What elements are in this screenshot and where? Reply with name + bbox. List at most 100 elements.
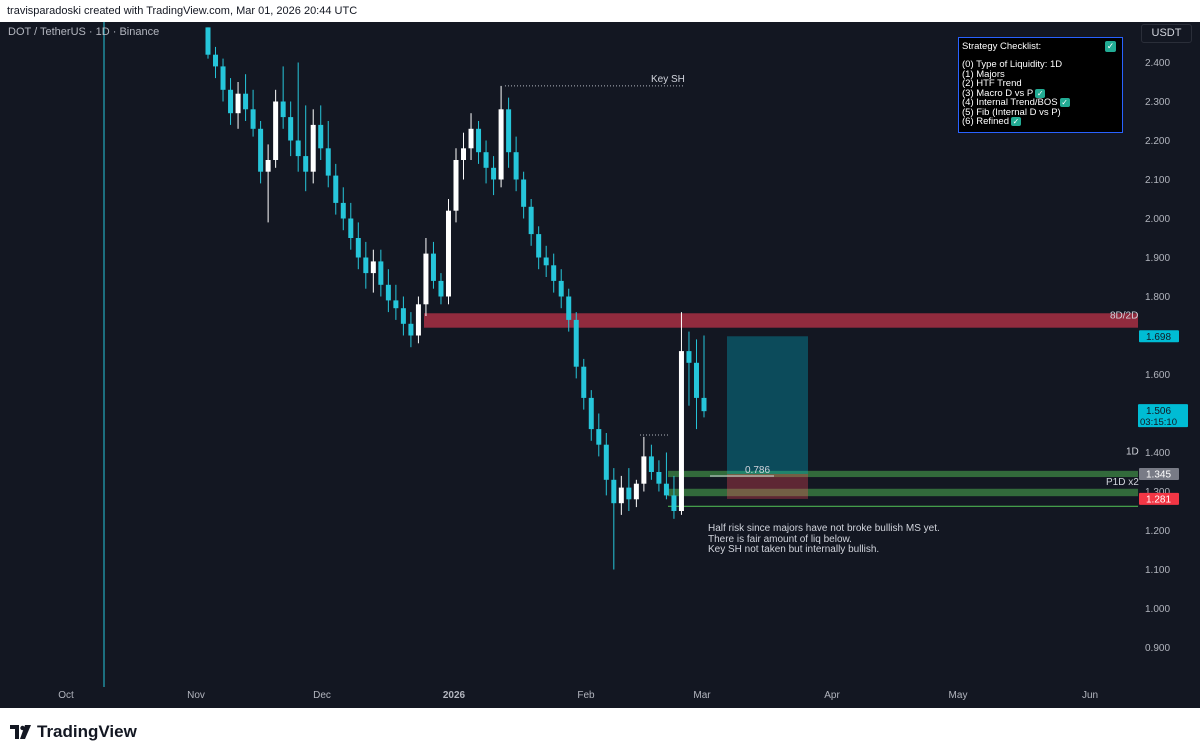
candle: [235, 82, 241, 129]
candle-body: [648, 456, 654, 472]
candle: [415, 296, 421, 344]
candle-body: [633, 483, 639, 500]
checklist-item: (2) HTF Trend: [962, 79, 1070, 89]
target-price-tag-bg: [1139, 330, 1179, 343]
candle: [445, 199, 451, 305]
footer-bar: TradingView: [0, 708, 1200, 753]
candle-body: [678, 351, 684, 511]
attribution-text: travisparadoski created with TradingView…: [7, 5, 358, 17]
zones-layer: [424, 313, 1138, 507]
candle-body: [476, 128, 482, 153]
candle: [280, 66, 286, 129]
checklist-item: (1) Majors: [962, 68, 1070, 80]
candle-body: [656, 472, 662, 484]
candle: [310, 109, 316, 184]
candle-body: [566, 296, 572, 320]
brand-text: TradingView: [37, 722, 137, 741]
zone-label-p1d: P1D x2: [1106, 477, 1139, 488]
y-tick-label: 1.200: [1145, 526, 1170, 537]
candle-body: [430, 253, 436, 281]
checkmark-icon: ✓: [1105, 41, 1116, 52]
candle: [596, 413, 602, 457]
y-tick-label: 1.400: [1145, 448, 1170, 459]
candle-body: [280, 101, 286, 118]
checklist-item-label: (1) Majors: [962, 68, 1005, 80]
stop-price-tag-bg: [1139, 492, 1179, 505]
candle-body: [258, 128, 264, 172]
candle-body: [461, 148, 467, 160]
candle-body: [498, 109, 504, 180]
candles-layer: [205, 27, 707, 570]
demand-zone-1d: [668, 470, 1138, 478]
candle-body: [295, 140, 301, 157]
candle: [370, 249, 376, 293]
candle: [468, 113, 474, 160]
candle-body: [438, 280, 444, 297]
candle-body: [581, 366, 587, 398]
candle: [551, 253, 557, 293]
candle-body: [228, 89, 234, 114]
candle: [641, 436, 647, 492]
candle-body: [468, 128, 474, 149]
currency-button[interactable]: USDT: [1141, 24, 1192, 43]
note-line-2: There is fair amount of liq below.: [708, 533, 852, 545]
candle: [513, 136, 519, 192]
candle: [498, 85, 504, 188]
candle: [656, 460, 662, 492]
checklist-item: (5) Fib (Internal D vs P): [962, 107, 1070, 118]
candle: [408, 312, 414, 348]
candle-body: [400, 308, 406, 324]
candlestick-chart[interactable]: Key SH 0.786 8D/2D 1D P1D x2 2.400 2.300 2.200…: [0, 22, 1200, 708]
candle: [438, 273, 444, 305]
candle: [558, 269, 564, 309]
candle: [528, 199, 534, 246]
checklist-item: (6) Refined ✓: [962, 117, 1070, 127]
candle: [476, 121, 482, 164]
countdown-tag: 03:15:10: [1140, 417, 1177, 428]
x-tick-label: Nov: [187, 690, 205, 701]
candle: [430, 241, 436, 289]
note-line-3: Key SH not taken but internally bullish.: [708, 544, 880, 555]
candle-body: [551, 265, 557, 281]
candle: [250, 89, 256, 137]
candle: [325, 121, 331, 188]
y-tick-label: 1.800: [1145, 292, 1170, 303]
candle: [273, 89, 279, 168]
checkmark-icon: ✓: [1011, 117, 1021, 126]
candle: [663, 452, 669, 500]
y-tick-label: 1.000: [1145, 604, 1170, 615]
y-tick-label: 1.100: [1145, 565, 1170, 576]
candle-body: [588, 397, 594, 430]
candle-body: [235, 93, 241, 114]
candle: [633, 479, 639, 508]
candle-body: [205, 27, 211, 55]
candle: [363, 241, 369, 289]
stop-price-tag: 1.281: [1146, 494, 1171, 505]
y-tick-label: 1.600: [1145, 370, 1170, 381]
candle-body: [220, 66, 226, 90]
chart-area[interactable]: Key SH 0.786 8D/2D 1D P1D x2 2.400 2.300 2.200…: [0, 22, 1200, 708]
y-tick-label: 2.300: [1145, 97, 1170, 108]
checkmark-icon: ✓: [1059, 98, 1070, 107]
candle-body: [355, 238, 361, 258]
candle-body: [243, 93, 249, 110]
tradingview-logo[interactable]: TradingView: [10, 722, 137, 742]
strategy-checklist: Strategy Checklist: ✓ (0) Type of Liquid…: [958, 37, 1123, 133]
candle: [611, 468, 617, 570]
x-tick-label: Feb: [577, 690, 595, 701]
candle: [318, 105, 324, 160]
candle-body: [385, 284, 391, 301]
y-tick-label: 2.200: [1145, 136, 1170, 147]
candle: [340, 187, 346, 231]
candle-body: [213, 54, 219, 67]
candle: [626, 468, 632, 511]
y-tick-label: 1.900: [1145, 253, 1170, 264]
checklist-item-label: (3) Macro D vs P: [962, 87, 1034, 99]
zone-label-1d: 1D: [1126, 446, 1139, 457]
current-price-tag-bg: [1138, 404, 1188, 428]
candle: [303, 105, 309, 192]
candle: [581, 358, 587, 410]
candle-body: [513, 152, 519, 180]
candle-body: [408, 323, 414, 336]
candle: [295, 62, 301, 172]
